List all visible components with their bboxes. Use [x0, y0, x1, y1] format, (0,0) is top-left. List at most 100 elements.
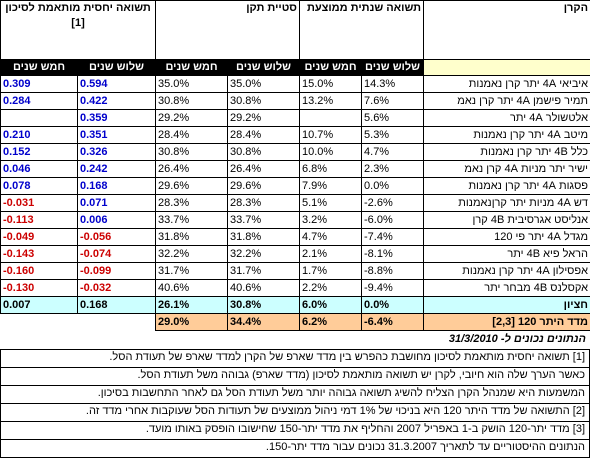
return-5y: 10.0% — [298, 143, 363, 161]
note-1: [1] תשואה יחסית מותאמת לסיכון מחושבת כהפ… — [0, 349, 590, 368]
stddev-3y: 35.0% — [227, 75, 300, 93]
risk-adjusted-header: תשואה יחסית מותאמת לסיכון [1] — [0, 0, 156, 60]
stddev-3y: 30.8% — [227, 92, 300, 110]
stddev-3y: 40.6% — [227, 279, 300, 297]
risk-adj-3y: -0.099 — [77, 262, 156, 280]
risk-adj-3y: 0.594 — [77, 75, 156, 93]
risk-adj-3y: 0.242 — [77, 160, 156, 178]
stddev-5y: 28.4% — [155, 126, 228, 144]
notes: הנתונים נכונים ל- 31/3/2010 [1] תשואה יח… — [0, 331, 590, 458]
name: אלטשולר 4A יתר — [423, 109, 590, 127]
col-r3: שלוש שנים — [361, 59, 425, 76]
return-3y: -2.6% — [361, 194, 425, 212]
note-date: הנתונים נכונים ל- 31/3/2010 — [448, 333, 586, 345]
name: אקסלנס 4B מבחר יתר — [423, 279, 590, 297]
fund-row: מגדל 4A יתר פי 120 -7.4% 4.7% 31.8% 31.8% -0.… — [0, 228, 590, 246]
return-5y: 2.1% — [298, 245, 363, 263]
risk-adj-3y: -0.032 — [77, 279, 156, 297]
fund-row: דש 4A מניות יתר קרןנאמנות -2.6% 5.1% 28.3% 2… — [0, 194, 590, 212]
risk-adj-5y: 0.046 — [0, 160, 78, 178]
name: ישיר יתר מניות 4A קרן נאמ — [423, 160, 590, 178]
stddev-3y: 26.4% — [227, 160, 300, 178]
risk-adj-3y: 0.326 — [77, 143, 156, 161]
stddev-3y: 31.7% — [227, 262, 300, 280]
return-3y: -6.0% — [361, 211, 425, 229]
risk-adj-3y: 0.351 — [77, 126, 156, 144]
name: מיטב 4A יתר קרן נאמנות — [423, 126, 590, 144]
return-3y: -9.4% — [361, 279, 425, 297]
risk-adj-5y: 0.309 — [0, 75, 78, 93]
return-5y: 15.0% — [298, 75, 363, 93]
fund-row: אנליסט אגרסיבית 4B קרן -6.0% 3.2% 33.7% 33.7… — [0, 211, 590, 229]
stddev-3y: 30.8% — [227, 143, 300, 161]
fund-row: ישיר יתר מניות 4A קרן נאמ 2.3% 6.8% 26.4% 26… — [0, 160, 590, 178]
return-5y: 6.8% — [298, 160, 363, 178]
return-5y: 10.7% — [298, 126, 363, 144]
col-a5: חמש שנים — [0, 59, 78, 76]
fund-row: אקסלנס 4B מבחר יתר -9.4% 2.2% 40.6% 40.6% -0.… — [0, 279, 590, 297]
funds-table: הקרן תשואה שנתית ממוצעת סטיית תקן תשואה … — [0, 0, 590, 331]
name: דש 4A מניות יתר קרןנאמנות — [423, 194, 590, 212]
fund-row: פסגות 4A יתר קרן נאמנות 0.0% 7.9% 29.6% 29.6… — [0, 177, 590, 195]
risk-adj-5y — [0, 109, 78, 127]
return-5y: 4.7% — [298, 228, 363, 246]
risk-adj-3y: -0.056 — [77, 228, 156, 246]
stddev-3y: 28.4% — [227, 126, 300, 144]
risk-adj-5y: 0.078 — [0, 177, 78, 195]
stddev-3y: 28.3% — [227, 194, 300, 212]
note-3: [3] מדד יתר-120 הושק ב-1 באפריל 2007 והח… — [0, 422, 590, 440]
return-3y: 14.3% — [361, 75, 425, 93]
stddev-3y: 31.8% — [227, 228, 300, 246]
stddev-3y: 32.2% — [227, 245, 300, 263]
stddev-5y: 26.4% — [155, 160, 228, 178]
name: איביאי 4A יתר קרן נאמנות — [423, 75, 590, 93]
std-dev-header: סטיית תקן — [155, 0, 300, 60]
name: כלל 4B יתר קרן נאמנות — [423, 143, 590, 161]
risk-adj-5y: -0.113 — [0, 211, 78, 229]
stddev-5y: 31.8% — [155, 228, 228, 246]
stddev-5y: 33.7% — [155, 211, 228, 229]
return-3y: 4.7% — [361, 143, 425, 161]
name: הראל פיא 4B יתר — [423, 245, 590, 263]
stddev-5y: 40.6% — [155, 279, 228, 297]
note-1c: המשמעות היא שמנהל הקרן הצליח להשיג תשואה… — [0, 386, 590, 404]
return-5y: 7.9% — [298, 177, 363, 195]
risk-adj-3y: -0.074 — [77, 245, 156, 263]
risk-adj-5y: -0.160 — [0, 262, 78, 280]
risk-adj-3y: 0.168 — [77, 177, 156, 195]
return-5y — [298, 109, 363, 127]
risk-adj-5y: 0.210 — [0, 126, 78, 144]
col-s5: חמש שנים — [155, 59, 228, 76]
col-s3: שלוש שנים — [227, 59, 300, 76]
return-3y: -7.4% — [361, 228, 425, 246]
stddev-5y: 29.2% — [155, 109, 228, 127]
stddev-5y: 29.6% — [155, 177, 228, 195]
name: אנליסט אגרסיבית 4B קרן — [423, 211, 590, 229]
return-5y: 5.1% — [298, 194, 363, 212]
risk-adj-5y: 0.284 — [0, 92, 78, 110]
risk-adj-5y: -0.049 — [0, 228, 78, 246]
risk-adj-5y: 0.152 — [0, 143, 78, 161]
name: אפסילון 4A יתר קרן נאמנות — [423, 262, 590, 280]
risk-adj-5y: -0.130 — [0, 279, 78, 297]
stddev-3y: 29.2% — [227, 109, 300, 127]
return-5y: 1.7% — [298, 262, 363, 280]
fund-header: הקרן — [423, 0, 590, 60]
return-5y: 3.2% — [298, 211, 363, 229]
note-1b: כאשר הערך שלה הוא חיובי, לקרן יש תשואה מ… — [0, 368, 590, 386]
annual-return-header: תשואה שנתית ממוצעת — [298, 0, 425, 60]
stddev-3y: 33.7% — [227, 211, 300, 229]
stddev-5y: 28.3% — [155, 194, 228, 212]
fund-row: כלל 4B יתר קרן נאמנות 4.7% 10.0% 30.8% 30.8%… — [0, 143, 590, 161]
return-5y: 2.2% — [298, 279, 363, 297]
return-3y: 5.6% — [361, 109, 425, 127]
return-3y: 5.3% — [361, 126, 425, 144]
risk-adj-3y: 0.071 — [77, 194, 156, 212]
fund-row: איביאי 4A יתר קרן נאמנות 14.3% 15.0% 35.0% 3… — [0, 75, 590, 93]
risk-adj-5y: -0.143 — [0, 245, 78, 263]
name: פסגות 4A יתר קרן נאמנות — [423, 177, 590, 195]
stddev-5y: 30.8% — [155, 92, 228, 110]
fund-row: תמיר פישמן 4A יתר קרן נאמ 7.6% 13.2% 30.8% 3… — [0, 92, 590, 110]
col-a3: שלוש שנים — [77, 59, 156, 76]
return-3y: 7.6% — [361, 92, 425, 110]
